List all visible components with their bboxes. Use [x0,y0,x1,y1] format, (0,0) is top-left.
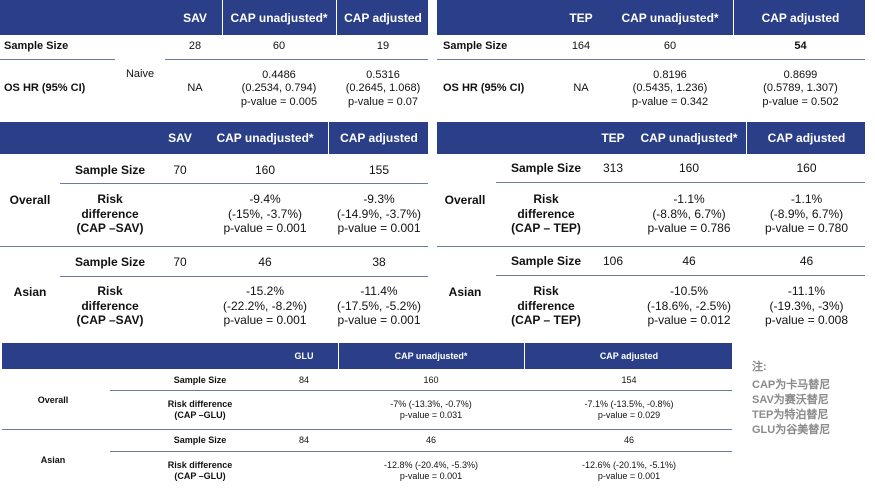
cap-unadj-sample-size-asian: 46 [425,434,436,445]
col-header-tep: TEP [569,10,593,25]
note-line-glu: GLU为谷美替尼 [752,424,831,436]
cap-unadj-sample-size: 60 [663,40,677,53]
row-label-sample-size: Sample Size [4,40,69,53]
row-label-risk-difference: Risk difference (CAP –GLU) [167,460,233,481]
row-label-sample-size: Sample Size [74,254,146,269]
col-header-tep: TEP [601,131,625,145]
cap-adj-risk-asian: -11.1% (-19.3%, -3%) p-value = 0.008 [764,284,849,328]
tep-sample-size-asian: 106 [602,253,624,268]
col-header-glu: GLU [294,351,314,361]
cap-unadj-sample-size-overall: 160 [254,162,276,177]
cap-adj-sample-size-asian: 38 [372,254,386,269]
cap-unadj-sample-size: 60 [272,40,286,53]
row-label-risk-difference: Risk difference (CAP – TEP) [511,192,581,236]
table-header-bar [0,0,428,35]
row-label-sample-size: Sample Size [510,253,582,268]
cap-adj-os-hr: 0.5316 (0.2645, 1.068) p-value = 0.07 [345,69,421,108]
cap-unadj-os-hr: 0.4486 (0.2534, 0.794) p-value = 0.005 [240,69,318,108]
col-header-sav: SAV [183,10,207,25]
row-label-risk-difference: Risk difference (CAP – TEP) [511,284,581,328]
cap-unadj-sample-size-overall: 160 [678,160,700,175]
row-label-os-hr: OS HR (95% CI) [443,82,525,95]
col-header-cap-adjusted: CAP adjusted [767,131,846,145]
cap-unadj-os-hr: 0.8196 (0.5435, 1.236) p-value = 0.342 [631,69,709,108]
note-title: 注: [752,361,767,373]
cap-adj-sample-size: 19 [376,40,390,53]
sav-os-hr: NA [187,82,203,95]
group-label-asian: Asian [40,454,66,465]
cap-unadj-risk-asian: -12.8% (-20.4%, -5.3%) p-value = 0.001 [383,460,479,481]
row-label-risk-difference: Risk difference (CAP –GLU) [167,399,233,420]
cap-unadj-risk-overall: -7% (-13.3%, -0.7%) p-value = 0.031 [390,399,472,420]
col-header-sav: SAV [168,131,192,145]
glu-sample-size-overall: 84 [298,374,309,385]
col-header-cap-adjusted: CAP adjusted [340,131,418,145]
group-label-naive: Naive [125,68,155,81]
cap-adj-sample-size-asian: 46 [623,434,634,445]
group-label-overall: Overall [37,394,69,405]
cap-adj-sample-size-overall: 155 [368,162,390,177]
row-label-os-hr: OS HR (95% CI) [4,82,86,95]
note-line-tep: TEP为特泊替尼 [752,409,829,421]
group-label-overall: Overall [444,193,486,208]
row-label-risk-difference: Risk difference (CAP –SAV) [76,192,144,236]
cap-adj-sample-size-overall: 154 [621,374,637,385]
table-header-bar [2,343,732,369]
row-label-sample-size: Sample Size [443,40,508,53]
cap-unadj-risk-overall: -9.4% (-15%, -3.7%) p-value = 0.001 [223,192,307,236]
col-header-cap-unadjusted: CAP unadjusted* [216,131,314,145]
col-header-cap-unadjusted: CAP unadjusted* [394,351,468,361]
cap-unadj-sample-size-overall: 160 [423,374,439,385]
cap-unadj-risk-asian: -15.2% (-22.2%, -8.2%) p-value = 0.001 [222,284,308,328]
note-line-sav: SAV为赛沃替尼 [752,394,829,406]
sav-sample-size-overall: 70 [173,162,187,177]
tep-os-hr: NA [573,82,589,95]
cap-adj-risk-asian: -11.4% (-17.5%, -5.2%) p-value = 0.001 [336,284,422,328]
group-label-overall: Overall [9,193,51,208]
row-label-sample-size: Sample Size [173,374,227,385]
sav-sample-size-asian: 70 [173,254,187,269]
cap-adj-sample-size-overall: 160 [796,160,817,175]
cap-unadj-risk-overall: -1.1% (-8.8%, 6.7%) p-value = 0.786 [647,192,731,236]
row-label-sample-size: Sample Size [510,160,582,175]
cap-adj-risk-asian: -12.6% (-20.1%, -5.1%) p-value = 0.001 [581,460,677,481]
cap-adj-risk-overall: -9.3% (-14.9%, -3.7%) p-value = 0.001 [336,192,422,236]
col-header-cap-unadjusted: CAP unadjusted* [621,10,719,25]
col-header-cap-adjusted: CAP adjusted [761,10,840,25]
group-label-asian: Asian [13,285,47,300]
row-label-sample-size: Sample Size [173,434,227,445]
col-header-cap-unadjusted: CAP unadjusted* [640,131,738,145]
cap-adj-os-hr: 0.8699 (0.5789, 1.307) p-value = 0.502 [762,69,839,108]
tep-sample-size: 164 [571,40,591,53]
cap-adj-sample-size-asian: 46 [799,253,814,268]
table-header-bar [437,0,865,35]
glu-sample-size-asian: 84 [298,434,309,445]
cap-adj-sample-size: 54 [794,40,807,53]
cap-adj-risk-overall: -1.1% (-8.9%, 6.7%) p-value = 0.780 [764,192,849,236]
cap-unadj-sample-size-asian: 46 [682,253,696,268]
row-label-risk-difference: Risk difference (CAP –SAV) [76,284,144,328]
group-label-asian: Asian [448,285,482,300]
sav-sample-size: 28 [188,40,202,53]
col-header-cap-adjusted: CAP adjusted [599,351,659,361]
col-header-cap-adjusted: CAP adjusted [344,10,422,25]
note-line-cap: CAP为卡马替尼 [752,379,831,391]
table-header-bar [437,122,865,154]
col-header-cap-unadjusted: CAP unadjusted* [230,10,328,25]
cap-adj-risk-overall: -7.1% (-13.5%, -0.8%) p-value = 0.029 [584,399,674,420]
table-header-bar [0,122,428,154]
tep-sample-size-overall: 313 [602,160,624,175]
cap-unadj-risk-asian: -10.5% (-18.6%, -2.5%) p-value = 0.012 [646,284,732,328]
cap-unadj-sample-size-asian: 46 [258,254,272,269]
row-label-sample-size: Sample Size [74,162,146,177]
